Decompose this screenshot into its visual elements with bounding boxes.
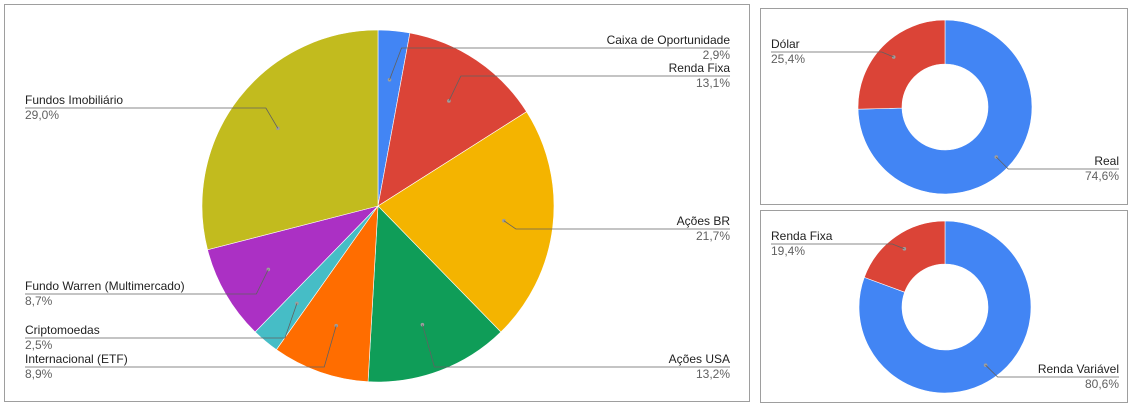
- leader-line: [422, 324, 730, 368]
- type-donut-panel: Renda Variável 80,6% Renda Fixa 19,4%: [760, 210, 1128, 403]
- label-name: Ações BR: [677, 214, 731, 228]
- label-name: Renda Fixa: [669, 61, 731, 75]
- slice-renda-variavel[interactable]: [858, 220, 1032, 394]
- leader-line: [389, 47, 730, 80]
- label-value: 80,6%: [1085, 377, 1119, 391]
- slice-internacional-etf[interactable]: [275, 204, 379, 383]
- slices: [201, 29, 555, 383]
- label-name: Caixa de Oportunidade: [607, 33, 731, 47]
- leader-dot: [295, 301, 299, 306]
- leader-line: [25, 107, 279, 129]
- label-name: Fundos Imobiliário: [25, 93, 123, 107]
- leader-line: [771, 243, 905, 250]
- label-name: Fundo Warren (Multimercado): [25, 279, 185, 293]
- label-name: Renda Fixa: [771, 229, 833, 243]
- label-name: Renda Variável: [1038, 362, 1119, 376]
- label-value: 29,0%: [25, 108, 59, 122]
- slice-acoes-usa[interactable]: [367, 205, 502, 383]
- leader-line: [448, 75, 730, 102]
- leader-line: [503, 220, 730, 230]
- slice-real[interactable]: [857, 19, 1033, 195]
- label-name: Criptomoedas: [25, 323, 100, 337]
- label-name: Real: [1094, 154, 1119, 168]
- leader-line: [25, 325, 337, 368]
- slice-renda-fixa[interactable]: [863, 220, 946, 293]
- label-value: 25,4%: [771, 52, 805, 66]
- slices: [858, 220, 1032, 394]
- label-value: 2,5%: [25, 338, 53, 352]
- leader-line: [771, 51, 894, 58]
- leader-line: [25, 303, 298, 339]
- currency-donut-panel: Real 74,6% Dólar 25,4%: [760, 8, 1128, 205]
- label-value: 19,4%: [771, 244, 805, 258]
- label-name: Dólar: [771, 37, 800, 51]
- leader-line: [25, 269, 269, 295]
- label-internacional-etf: Internacional (ETF)8,9%: [25, 323, 339, 381]
- leader-line: [985, 364, 1119, 378]
- label-value: 8,9%: [25, 367, 53, 381]
- label-name: Ações USA: [669, 352, 730, 366]
- leader-dot: [276, 126, 280, 131]
- slice-fundos-imobiliario[interactable]: [201, 29, 379, 251]
- allocation-pie-panel: Caixa de Oportunidade 2,9% Renda Fixa 13,1%…: [4, 4, 750, 402]
- label-fundo-warren-multimercado: Fundo Warren (Multimercado)8,7%: [25, 267, 271, 308]
- slice-dolar[interactable]: [857, 19, 946, 110]
- label-name: Internacional (ETF): [25, 352, 128, 366]
- label-value: 13,2%: [696, 367, 730, 381]
- slices: [857, 19, 1033, 195]
- label-value: 13,1%: [696, 76, 730, 90]
- leader-line: [995, 156, 1119, 170]
- label-value: 74,6%: [1085, 169, 1119, 183]
- slice-acoes-br[interactable]: [377, 111, 555, 333]
- label-value: 2,9%: [703, 48, 731, 62]
- label-value: 8,7%: [25, 294, 53, 308]
- label-value: 21,7%: [696, 229, 730, 243]
